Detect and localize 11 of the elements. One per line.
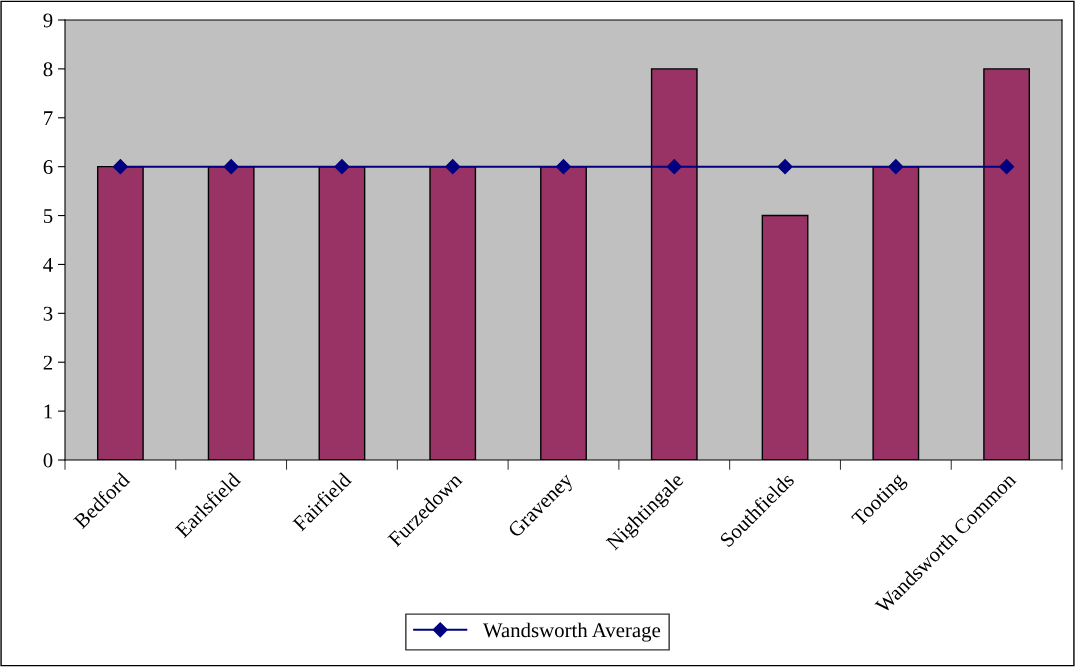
y-tick-label: 8 xyxy=(43,62,53,77)
y-tick-label: 2 xyxy=(43,355,53,370)
y-tick-label: 5 xyxy=(43,209,53,223)
y-tick-label: 1 xyxy=(44,404,52,419)
y-tick-label: 6 xyxy=(43,160,53,175)
y-tick-label: 4 xyxy=(43,257,53,272)
legend-label: Wandsworth Average xyxy=(482,622,661,642)
y-tick-label: 9 xyxy=(43,13,53,28)
y-tick-label: 7 xyxy=(44,111,53,126)
y-tick-label: 3 xyxy=(43,306,53,321)
y-tick-label: 0 xyxy=(43,453,53,468)
